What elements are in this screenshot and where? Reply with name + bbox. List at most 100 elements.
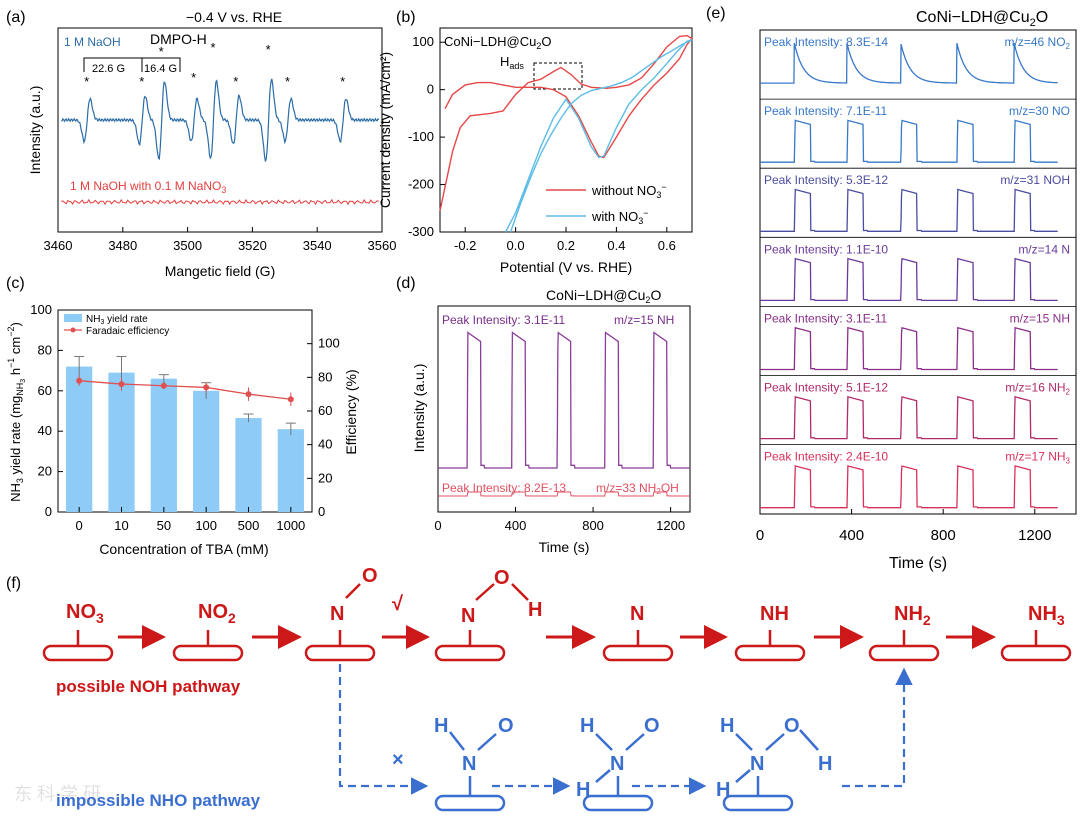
trace-peak-label: Peak Intensity: 5.3E-12 bbox=[764, 173, 888, 187]
trace-peak-label: Peak Intensity: 3.1E-11 bbox=[764, 311, 888, 325]
trace-mz-label: m/z=46 NO2 bbox=[1005, 35, 1071, 51]
species-nh3: NH3 bbox=[1028, 603, 1065, 628]
trace-mz-label: m/z=15 NH bbox=[1010, 311, 1070, 325]
peak-star: * bbox=[266, 42, 271, 57]
panel-c-legend-yield: NH3 yield rate bbox=[86, 314, 148, 326]
panel-d-trace1-peak: Peak Intensity: 3.1E-11 bbox=[442, 313, 566, 327]
y-tick-label: -300 bbox=[408, 224, 434, 239]
panel-b-cv-with-no3 bbox=[504, 39, 693, 233]
ms-trace bbox=[760, 119, 1058, 163]
y2-tick-label: 0 bbox=[318, 504, 325, 519]
panel-a-splitting-bracket bbox=[83, 57, 181, 72]
species-nh: NH bbox=[760, 603, 789, 625]
species-no2: NO2 bbox=[198, 601, 236, 626]
y-tick-label: -100 bbox=[408, 129, 434, 144]
bar bbox=[108, 372, 135, 512]
x-tick-label: 1200 bbox=[656, 518, 685, 533]
panel-e: (e) CoNi−LDH@Cu2O Peak Intensity: 8.3E-1… bbox=[706, 5, 1077, 572]
surface-2 bbox=[172, 644, 244, 662]
nho1-h: H bbox=[434, 715, 448, 737]
trace-mz-label: m/z=16 NH2 bbox=[1005, 381, 1070, 397]
surface-6 bbox=[734, 644, 806, 662]
panel-d-frame bbox=[437, 305, 691, 513]
panel-b-legend-with: with NO3− bbox=[591, 208, 649, 226]
species-noh-o: O bbox=[494, 567, 510, 589]
surface-5 bbox=[602, 644, 674, 662]
panel-b-cv-without-no3 bbox=[439, 34, 694, 211]
fe-point bbox=[76, 377, 83, 384]
species-noh-h: H bbox=[528, 599, 542, 621]
y-tick-label: 40 bbox=[38, 423, 52, 438]
peak-star: * bbox=[340, 74, 345, 89]
y-tick-label: 0 bbox=[427, 82, 434, 97]
trace-mz-label: m/z=17 NH3 bbox=[1005, 450, 1070, 466]
x-tick-label: 1200 bbox=[1018, 527, 1051, 544]
panel-b-hads-box bbox=[533, 62, 583, 90]
nho3-h1: H bbox=[720, 715, 734, 737]
panel-e-sample: CoNi−LDH@Cu2O bbox=[916, 9, 1048, 29]
peak-star: * bbox=[211, 40, 216, 55]
panel-d-x-label: Time (s) bbox=[539, 539, 590, 555]
ms-trace bbox=[760, 326, 1058, 371]
watermark: 东 科 学 研 bbox=[14, 784, 101, 804]
panel-c-frame bbox=[57, 309, 313, 513]
surface-8 bbox=[1000, 644, 1072, 662]
panel-e-frame bbox=[759, 29, 1077, 515]
nho3-h3: H bbox=[818, 753, 832, 775]
y2-tick-label: 40 bbox=[318, 437, 332, 452]
bar bbox=[277, 429, 304, 512]
panel-c: (c) NH3 yield rate Faradaic efficiency 0… bbox=[6, 275, 359, 557]
panel-a-y-label: Intensity (a.u.) bbox=[27, 86, 43, 175]
x-tick-label: 0 bbox=[434, 518, 441, 533]
ms-trace bbox=[760, 42, 1058, 84]
panel-a-letter: (a) bbox=[6, 9, 26, 26]
x-tick-label: 500 bbox=[238, 518, 260, 533]
y2-tick-label: 20 bbox=[318, 470, 332, 485]
panel-a-frame bbox=[57, 27, 383, 233]
nho-species: H O N H O N H H O N H H bbox=[434, 715, 832, 801]
noh-surfaces bbox=[42, 583, 1072, 662]
species-n: N bbox=[630, 603, 644, 625]
nho3-o: O bbox=[784, 715, 800, 737]
y-tick-label: 0 bbox=[45, 504, 52, 519]
panel-d-sample: CoNi−LDH@Cu2O bbox=[546, 287, 661, 305]
trace-mz-label: m/z=30 NO bbox=[1009, 104, 1070, 118]
panel-b-y-label: Current density (mA/cm²) bbox=[377, 52, 393, 208]
nho3-n: N bbox=[750, 753, 764, 775]
x-tick-label: 3480 bbox=[108, 238, 137, 253]
panel-a-peak-markers: * * * * * * * * * bbox=[84, 40, 345, 89]
panel-f-letter: (f) bbox=[6, 575, 21, 592]
panel-d: (d) CoNi−LDH@Cu2O Peak Intensity: 3.1E-1… bbox=[396, 275, 691, 555]
panel-a-spin-title: DMPO-H bbox=[150, 31, 207, 47]
panel-b-legend-without: without NO3− bbox=[591, 182, 667, 200]
x-tick-label: 50 bbox=[157, 518, 171, 533]
y2-tick-label: 80 bbox=[318, 369, 332, 384]
ms-trace bbox=[760, 395, 1058, 440]
species-no-n: N bbox=[330, 603, 344, 625]
fe-point bbox=[287, 396, 294, 403]
x-tick-label: 0 bbox=[756, 527, 764, 544]
fe-point bbox=[118, 381, 125, 388]
bar bbox=[193, 390, 220, 512]
x-tick-label: 0.4 bbox=[607, 238, 625, 253]
panel-a-split2: 16.4 G bbox=[144, 63, 177, 75]
panel-d-y-label: Intensity (a.u.) bbox=[411, 364, 427, 453]
panel-f: (f) NO3 NO2 N bbox=[6, 565, 1072, 812]
x-tick-label: 800 bbox=[931, 527, 956, 544]
fe-point bbox=[160, 382, 167, 389]
fe-point bbox=[245, 391, 252, 398]
panel-a-epr-trace-nano3 bbox=[61, 198, 379, 206]
panel-b-sample: CoNi−LDH@Cu2O bbox=[444, 34, 551, 51]
nho2-h1: H bbox=[580, 715, 594, 737]
x-tick-label: 0.6 bbox=[658, 238, 676, 253]
panel-e-letter: (e) bbox=[706, 5, 726, 22]
x-tick-label: 3520 bbox=[238, 238, 267, 253]
bar bbox=[235, 418, 262, 512]
y-tick-label: -200 bbox=[408, 177, 434, 192]
noh-pathway-label: possible NOH pathway bbox=[56, 677, 241, 696]
fe-point bbox=[203, 384, 210, 391]
panel-d-trace-nh bbox=[438, 330, 690, 469]
x-tick-label: 0.2 bbox=[557, 238, 575, 253]
panel-a-series1-label: 1 M NaOH bbox=[64, 35, 121, 49]
